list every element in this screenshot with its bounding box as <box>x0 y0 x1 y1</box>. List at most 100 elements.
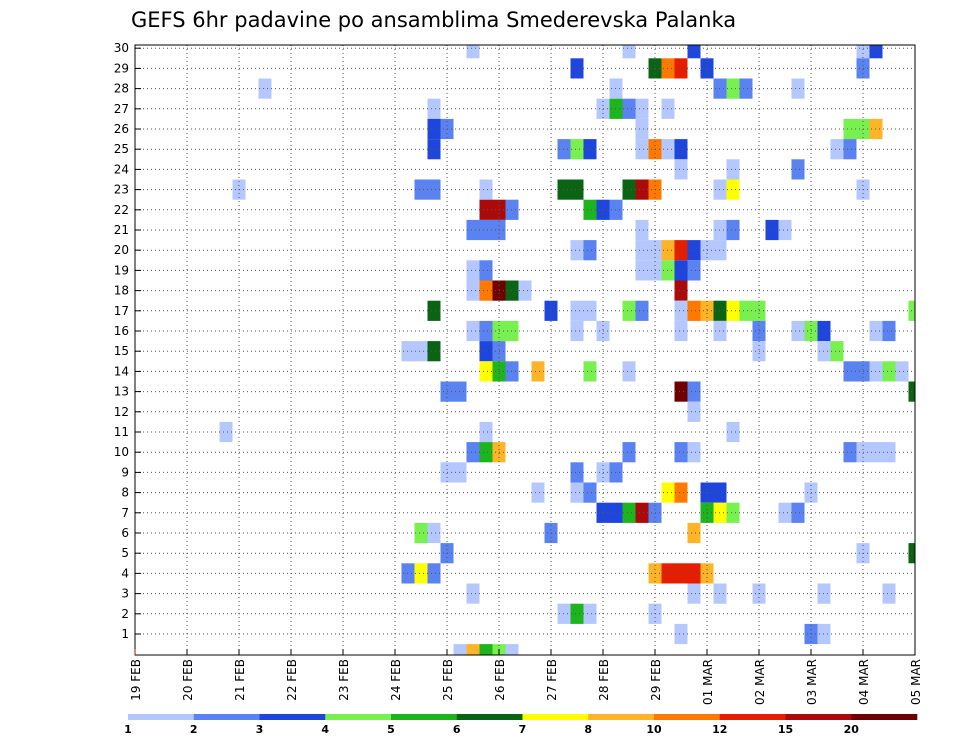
gridlines <box>135 45 915 655</box>
heatmap-cell <box>479 179 493 200</box>
y-tick-label: 15 <box>114 344 129 358</box>
heatmap-cell <box>791 159 805 180</box>
heatmap-cell <box>583 199 597 220</box>
heatmap-cell <box>674 260 688 281</box>
heatmap-cell <box>427 139 441 160</box>
heatmap-cell <box>882 320 896 342</box>
heatmap-cell <box>869 45 883 59</box>
heatmap-cell <box>726 502 740 523</box>
x-tick-label: 29 FEB <box>649 659 663 701</box>
legend-label: 10 <box>646 723 662 736</box>
heatmap-cell <box>622 442 636 463</box>
heatmap-cell <box>726 159 740 180</box>
heatmap-cell <box>531 482 545 503</box>
heatmap-cell <box>791 502 805 523</box>
heatmap-cell <box>570 300 584 321</box>
legend-swatch <box>193 714 260 720</box>
legend-swatch <box>325 714 392 720</box>
heatmap-cell <box>674 280 688 301</box>
heatmap-cell <box>622 502 636 523</box>
heatmap-cell <box>466 45 480 59</box>
legend-swatch <box>588 714 655 720</box>
heatmap-cell <box>479 320 493 342</box>
heatmap-cell <box>570 462 584 483</box>
legend-label: 5 <box>387 723 395 736</box>
heatmap-cell <box>895 361 909 382</box>
heatmap-cell <box>778 219 792 241</box>
heatmap-cell <box>570 139 584 160</box>
heatmap-cell <box>882 361 896 382</box>
legend-swatch <box>654 714 721 720</box>
y-tick-label: 22 <box>114 203 129 217</box>
heatmap-cell <box>843 118 857 140</box>
heatmap-cell <box>830 341 844 362</box>
heatmap-cell <box>687 401 701 422</box>
heatmap-cell <box>687 583 701 604</box>
legend-swatch <box>456 714 523 720</box>
heatmap-cell <box>414 179 428 200</box>
heatmap-cell <box>518 280 532 301</box>
y-tick-label: 8 <box>121 486 129 500</box>
heatmap-cell <box>882 442 896 463</box>
x-tick-label: 02 MAR <box>753 659 767 705</box>
heatmap-cell <box>427 300 441 321</box>
y-tick-label: 13 <box>114 385 129 399</box>
heatmap-cell <box>622 98 636 119</box>
heatmap-cell <box>687 45 701 59</box>
heatmap-cell <box>674 442 688 463</box>
legend-label: 15 <box>778 723 793 736</box>
heatmap-cell <box>479 421 493 443</box>
y-tick-label: 28 <box>114 82 129 96</box>
y-tick-label: 24 <box>114 162 129 176</box>
legend-label: 3 <box>256 723 264 736</box>
heatmap-cell <box>674 563 688 584</box>
y-tick-label: 2 <box>121 607 129 621</box>
heatmap-cell <box>674 623 688 645</box>
y-tick-label: 12 <box>114 405 129 419</box>
heatmap-cell <box>791 320 805 342</box>
heatmap-cell <box>726 179 740 200</box>
heatmap-cell <box>674 320 688 342</box>
heatmap-cell <box>635 219 649 241</box>
heatmap-cell <box>479 280 493 301</box>
y-tick-label: 16 <box>114 324 129 338</box>
legend-label: 2 <box>190 723 198 736</box>
heatmap-cell <box>583 361 597 382</box>
heatmap-cell <box>674 58 688 79</box>
y-tick-label: 18 <box>114 284 129 298</box>
y-tick-label: 26 <box>114 122 129 136</box>
y-tick-label: 10 <box>114 445 129 459</box>
heatmap-cell <box>570 179 584 200</box>
x-tick-label: 03 MAR <box>805 659 819 705</box>
heatmap-cell <box>427 522 441 544</box>
heatmap-cell <box>466 219 480 241</box>
heatmap-cell <box>466 260 480 281</box>
heatmap-cell <box>466 442 480 463</box>
heatmap-cell <box>570 482 584 503</box>
heatmap-cell <box>622 300 636 321</box>
legend-label: 7 <box>519 723 527 736</box>
heatmap-cell <box>622 179 636 200</box>
x-tick-label: 28 FEB <box>597 659 611 701</box>
y-tick-label: 20 <box>114 243 129 257</box>
heatmap-cell <box>479 219 493 241</box>
heatmap-cell <box>622 361 636 382</box>
y-tick-label: 5 <box>121 546 129 560</box>
heatmap-cell <box>674 381 688 402</box>
heatmap-cell <box>687 381 701 402</box>
heatmap-cell <box>427 98 441 119</box>
heatmap-cell <box>726 78 740 99</box>
heatmap-cell <box>778 502 792 523</box>
heatmap-cell <box>583 139 597 160</box>
y-tick-label: 3 <box>121 587 129 601</box>
y-tick-label: 1 <box>121 627 129 641</box>
y-axis: 1234567891011121314151617181920212223242… <box>114 41 141 641</box>
y-tick-label: 21 <box>114 223 129 237</box>
heatmap-cell <box>687 522 701 544</box>
x-tick-label: 20 FEB <box>181 659 195 701</box>
chart-title: GEFS 6hr padavine po ansamblima Smederev… <box>131 8 736 32</box>
legend-swatch <box>851 714 918 720</box>
heatmap-cell <box>479 260 493 281</box>
legend-swatch <box>259 714 326 720</box>
heatmap-cell <box>726 219 740 241</box>
